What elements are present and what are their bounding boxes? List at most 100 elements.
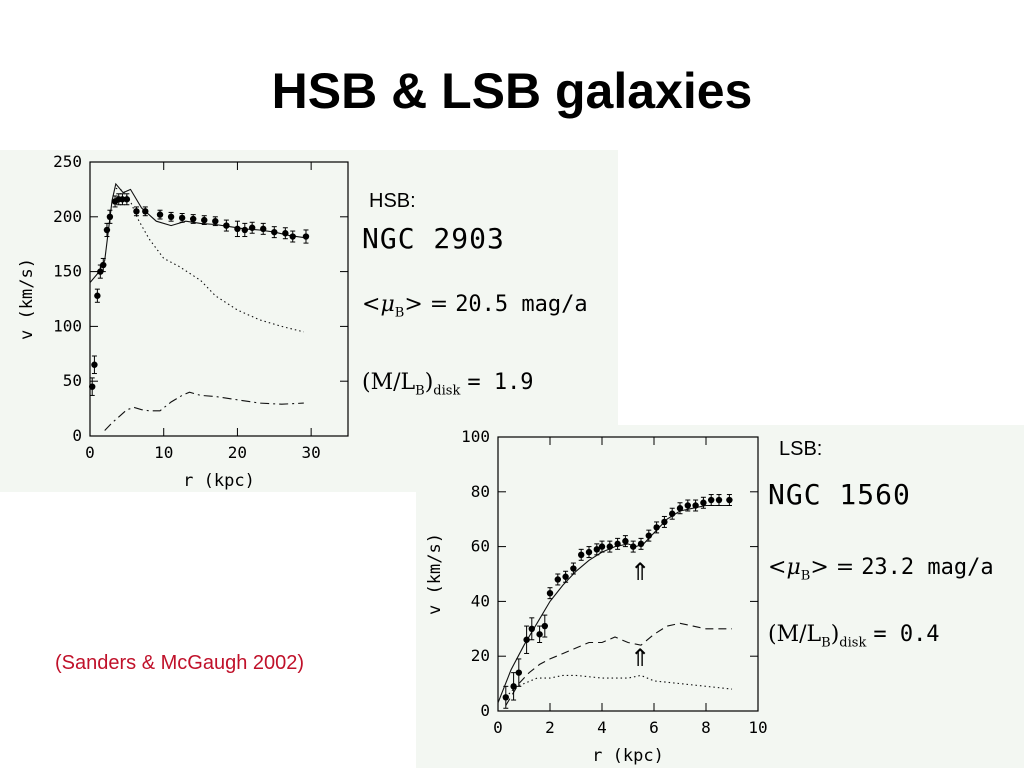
data-point [302,233,310,240]
data-point [669,510,676,517]
data-point [502,694,509,701]
data-point [212,217,219,225]
x-tick-label: 6 [649,718,659,737]
data-point [142,208,149,215]
series-line-dashed [505,622,732,706]
data-point [606,543,613,550]
x-tick-label: 10 [748,718,767,737]
data-point [515,669,522,676]
data-point [541,622,548,630]
data-point [637,540,645,548]
hsb-ml-value: = 1.9 [467,370,534,395]
lsb-surface-brightness: <μB> = 23.2 mag/a [768,555,994,583]
feature-arrow-icon: ⇑ [630,644,651,672]
x-tick-label: 10 [154,443,173,462]
data-point [167,213,175,220]
data-point [700,499,707,506]
y-tick-label: 0 [480,701,490,720]
hsb-surface-brightness: <μB> = 20.5 mag/a [362,292,588,320]
data-point [562,573,569,580]
y-tick-label: 150 [53,262,82,281]
data-point [536,631,543,638]
data-point [726,496,733,504]
hsb-tag: HSB: [369,190,416,212]
series-line-dashdot [104,391,304,431]
series-line-dotted [505,674,733,698]
y-tick-label: 100 [53,316,82,335]
citation: (Sanders & McGaugh 2002) [55,652,305,674]
data-point [190,215,197,223]
data-point [123,196,131,203]
data-point [103,226,111,234]
data-point [585,548,593,556]
hsb-rotation-curve-chart: 0 10 20 30 0 50 100 150 200 250 r (kpc) v (km/s) [17,152,349,491]
x-tick-label: 30 [302,443,321,462]
hsb-galaxy-name: NGC 2903 [362,222,505,255]
data-point [622,537,629,545]
hsb-figure: 0 10 20 30 0 50 100 150 200 250 r (kpc) v (km/s) HS… [0,150,618,492]
hsb-mu-value: 20.5 mag/a [455,292,588,317]
x-axis-label: r (kpc) [183,471,255,491]
data-point [97,268,104,275]
data-point [614,540,621,548]
lsb-galaxy-name: NGC 1560 [768,478,911,511]
data-point [708,496,715,504]
data-point [661,518,668,526]
data-point [223,222,230,229]
y-axis-label: v (km/s) [17,258,37,340]
data-point [271,228,278,236]
data-point [260,225,267,233]
lsb-ml-label: (M/LB)disk [768,622,867,651]
data-point [593,546,600,553]
x-tick-label: 0 [493,718,503,737]
hsb-mu-label: <μB> = [362,292,449,321]
y-axis-label: v (km/s) [425,533,445,615]
lsb-mu-value: 23.2 mag/a [861,555,994,580]
data-point [289,233,296,240]
y-tick-label: 80 [471,482,490,501]
y-tick-label: 40 [471,591,490,610]
lsb-ml-value: = 0.4 [873,622,940,647]
data-point [598,543,606,550]
data-point [676,505,684,512]
x-tick-label: 4 [597,718,607,737]
y-tick-label: 200 [53,207,82,226]
x-axis-label: r (kpc) [592,746,664,766]
data-point [133,208,140,215]
data-point [528,625,535,632]
data-point [715,496,723,504]
series-line-solid [497,504,732,704]
data-point [570,565,577,572]
lsb-mass-to-light: (M/LB)disk = 0.4 [768,622,940,650]
data-point [94,292,101,299]
data-point [684,502,691,509]
series-line-dotted [115,187,304,333]
data-point [578,551,585,559]
plot-frame [497,436,759,712]
data-point [554,576,561,583]
lsb-tag: LSB: [779,438,823,460]
data-point [89,383,96,390]
lsb-mu-label: <μB> = [768,555,855,584]
data-point [201,216,208,224]
data-point [106,213,114,220]
data-point [234,225,241,233]
y-tick-label: 50 [63,371,82,390]
data-point [645,532,652,539]
x-tick-label: 8 [701,718,711,737]
data-point [241,226,248,234]
data-point [119,196,126,203]
x-tick-label: 2 [545,718,555,737]
y-tick-label: 60 [471,537,490,556]
slide-title: HSB & LSB galaxies [271,63,753,119]
data-point [178,214,186,222]
data-point [630,543,637,550]
data-point [100,261,107,269]
feature-arrow-icon: ⇑ [630,558,651,586]
y-tick-label: 250 [53,152,82,171]
y-tick-label: 20 [471,646,490,665]
data-point [282,230,289,237]
data-point [248,224,256,231]
y-tick-label: 100 [461,427,490,446]
